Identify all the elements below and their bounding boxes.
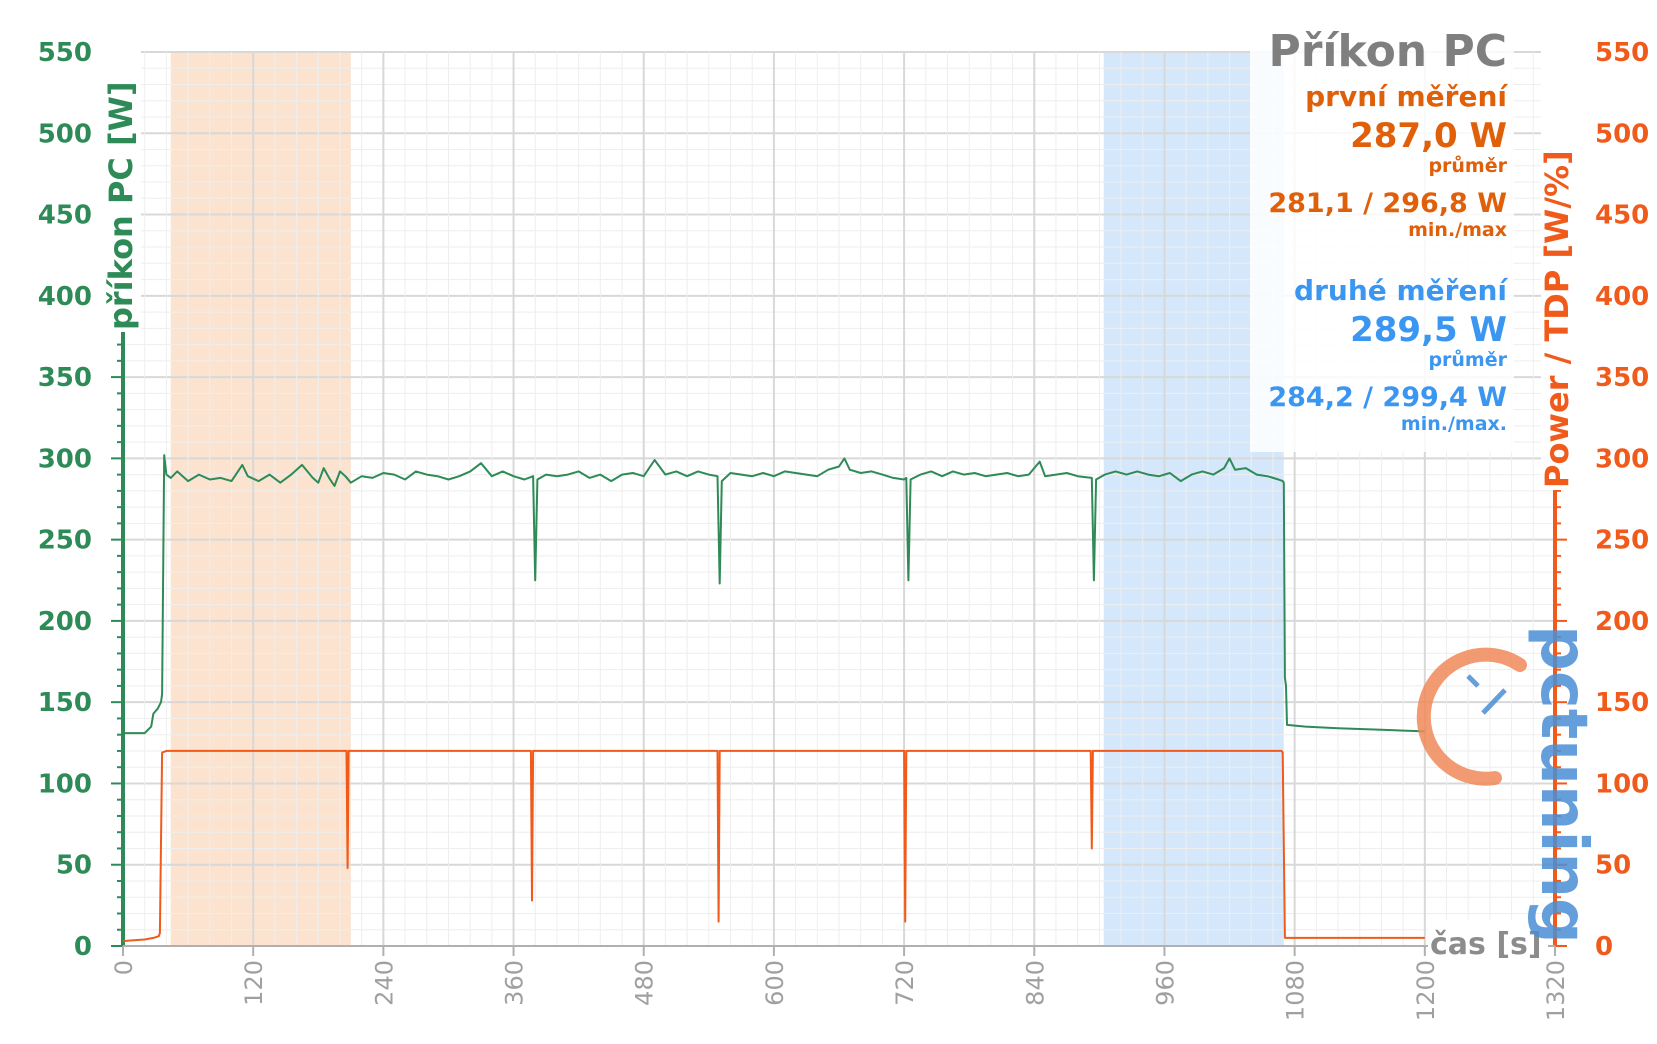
left-tick-label: 50 <box>56 851 92 881</box>
x-tick-label: 720 <box>891 960 919 1006</box>
left-tick-label: 250 <box>38 526 92 556</box>
left-tick-label: 200 <box>38 607 92 637</box>
left-tick-label: 350 <box>38 363 92 393</box>
right-tick-label: 400 <box>1595 282 1649 312</box>
x-tick-label: 360 <box>501 960 529 1006</box>
x-tick-label: 0 <box>110 960 138 975</box>
axis-title-right: Power / TDP [W/%] <box>1538 150 1576 488</box>
run1-avg: 287,0 W <box>1350 116 1507 156</box>
left-tick-label: 400 <box>38 282 92 312</box>
right-tick-label: 0 <box>1595 932 1613 962</box>
chart-title: Příkon PC <box>1268 26 1507 77</box>
run1-minmax-label: min./max <box>1408 219 1507 241</box>
left-tick-label: 100 <box>38 769 92 799</box>
right-tick-label: 250 <box>1595 526 1649 556</box>
left-tick-label: 500 <box>38 119 92 149</box>
axis-title-left-wrap: příkon PC [W] <box>102 42 141 332</box>
left-tick-label: 0 <box>74 932 92 962</box>
run1-avg-label: průměr <box>1428 154 1507 177</box>
right-tick-label: 100 <box>1595 769 1649 799</box>
left-tick-label: 150 <box>38 688 92 718</box>
right-tick-label: 350 <box>1595 363 1649 393</box>
annotation-panel: Příkon PC první měření 287,0 W průměr 28… <box>1250 20 1514 452</box>
right-tick-label: 50 <box>1595 851 1631 881</box>
x-tick-label: 1200 <box>1412 960 1440 1021</box>
run1-label: první měření <box>1305 80 1508 113</box>
x-tick-labels: 0 120 240 360 480 600 720 840 960 1080 1200 1320 <box>110 946 1570 1021</box>
right-tick-label: 450 <box>1595 201 1649 231</box>
logo-needle-tip-icon <box>1466 674 1480 688</box>
logo-text: pctuning <box>1526 625 1600 944</box>
run1-minmax: 281,1 / 296,8 W <box>1268 188 1507 219</box>
x-tick-label: 1080 <box>1282 960 1310 1021</box>
run2-minmax: 284,2 / 299,4 W <box>1268 382 1507 413</box>
pctuning-logo: pctuning <box>1416 625 1600 944</box>
logo-gauge-arc-icon <box>1416 647 1527 786</box>
series-line-1 <box>123 454 1425 735</box>
axis-title-right-wrap: Power / TDP [W/%] <box>1538 50 1577 490</box>
right-tick-label: 500 <box>1595 119 1649 149</box>
right-tick-label: 550 <box>1595 38 1649 68</box>
run2-avg-label: průměr <box>1428 348 1507 371</box>
shaded-region-1 <box>170 52 351 946</box>
right-tick-label: 150 <box>1595 688 1649 718</box>
logo-needle-icon <box>1481 688 1507 715</box>
series-line-2 <box>122 749 1425 943</box>
x-tick-label: 480 <box>631 960 659 1006</box>
right-tick-label: 300 <box>1595 444 1649 474</box>
x-tick-label: 1320 <box>1542 960 1570 1021</box>
run2-avg: 289,5 W <box>1350 310 1507 350</box>
series <box>122 454 1425 943</box>
left-tick-label: 550 <box>38 38 92 68</box>
axis-title-x: čas [s] <box>1430 927 1542 962</box>
x-tick-label: 600 <box>761 960 789 1006</box>
shaded-regions <box>170 52 1284 946</box>
left-tick-label: 300 <box>38 444 92 474</box>
run2-label: druhé měření <box>1294 274 1508 307</box>
run2-minmax-label: min./max. <box>1401 413 1507 435</box>
x-tick-label: 840 <box>1021 960 1049 1006</box>
axis-title-left: příkon PC [W] <box>102 81 140 330</box>
left-tick-label: 450 <box>38 201 92 231</box>
right-tick-label: 200 <box>1595 607 1649 637</box>
x-tick-label: 960 <box>1151 960 1179 1006</box>
x-tick-label: 120 <box>240 960 268 1006</box>
left-tick-labels: 0 50 100 150 200 250 300 350 400 450 500 550 <box>38 38 92 962</box>
x-tick-label: 240 <box>370 960 398 1006</box>
right-tick-labels: 0 50 100 150 200 250 300 350 400 450 500 550 <box>1595 38 1649 962</box>
